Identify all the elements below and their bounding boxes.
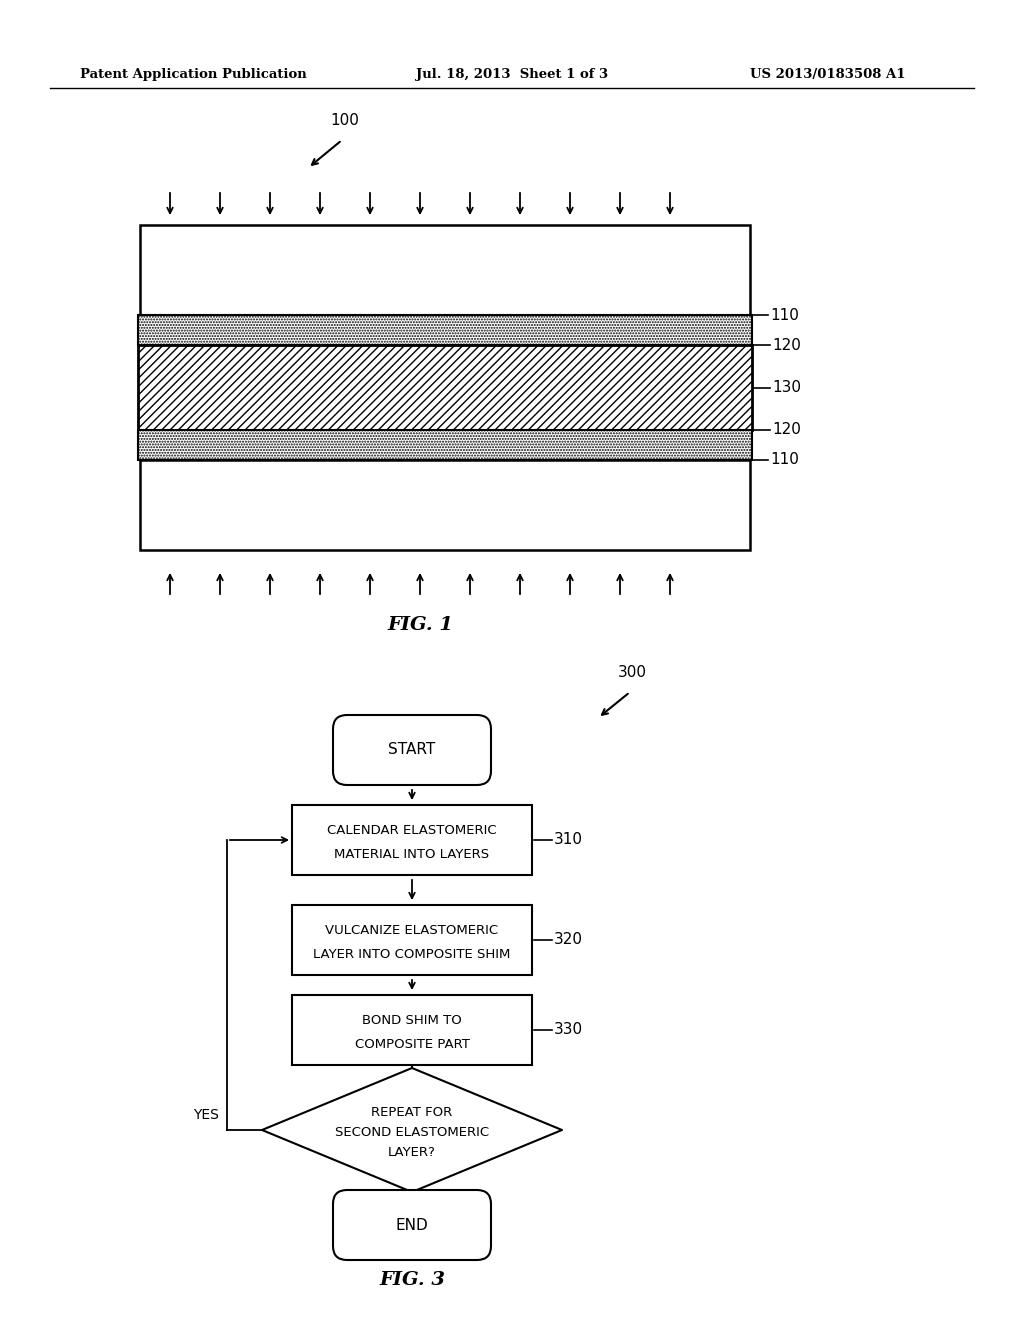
Text: SECOND ELASTOMERIC: SECOND ELASTOMERIC	[335, 1126, 489, 1138]
Bar	[140, 224, 750, 315]
Text: 120: 120	[772, 338, 801, 352]
Text: 110: 110	[770, 308, 799, 322]
Text: FIG. 3: FIG. 3	[379, 1271, 445, 1290]
Text: FIG. 1: FIG. 1	[387, 616, 453, 634]
Text: 110: 110	[770, 453, 799, 467]
Text: 330: 330	[554, 1023, 583, 1038]
Text: VULCANIZE ELASTOMERIC: VULCANIZE ELASTOMERIC	[326, 924, 499, 936]
Text: Jul. 18, 2013  Sheet 1 of 3: Jul. 18, 2013 Sheet 1 of 3	[416, 69, 608, 81]
Text: COMPOSITE PART: COMPOSITE PART	[354, 1038, 469, 1051]
Text: 310: 310	[554, 833, 583, 847]
Text: US 2013/0183508 A1: US 2013/0183508 A1	[750, 69, 905, 81]
Text: CALENDAR ELASTOMERIC: CALENDAR ELASTOMERIC	[328, 824, 497, 837]
Text: Patent Application Publication: Patent Application Publication	[80, 69, 307, 81]
Text: 340: 340	[432, 1041, 461, 1056]
Text: YES: YES	[194, 1107, 219, 1122]
Polygon shape	[262, 1068, 562, 1192]
Bar	[292, 906, 532, 975]
Bar	[292, 995, 532, 1065]
Text: 320: 320	[554, 932, 583, 948]
Bar	[140, 459, 750, 550]
Text: 120: 120	[772, 422, 801, 437]
Text: REPEAT FOR: REPEAT FOR	[372, 1106, 453, 1118]
FancyBboxPatch shape	[333, 715, 490, 785]
Bar	[138, 345, 752, 430]
Text: END: END	[395, 1217, 428, 1233]
Text: START: START	[388, 742, 435, 758]
Text: 100: 100	[330, 114, 358, 128]
Text: 130: 130	[772, 380, 801, 395]
Text: BOND SHIM TO: BOND SHIM TO	[362, 1014, 462, 1027]
Bar	[138, 315, 752, 345]
Text: LAYER?: LAYER?	[388, 1146, 436, 1159]
Text: MATERIAL INTO LAYERS: MATERIAL INTO LAYERS	[335, 847, 489, 861]
Bar	[292, 805, 532, 875]
Text: LAYER INTO COMPOSITE SHIM: LAYER INTO COMPOSITE SHIM	[313, 948, 511, 961]
Text: NO: NO	[420, 1200, 441, 1214]
Text: 300: 300	[618, 665, 647, 680]
Bar	[138, 430, 752, 459]
FancyBboxPatch shape	[333, 1191, 490, 1261]
